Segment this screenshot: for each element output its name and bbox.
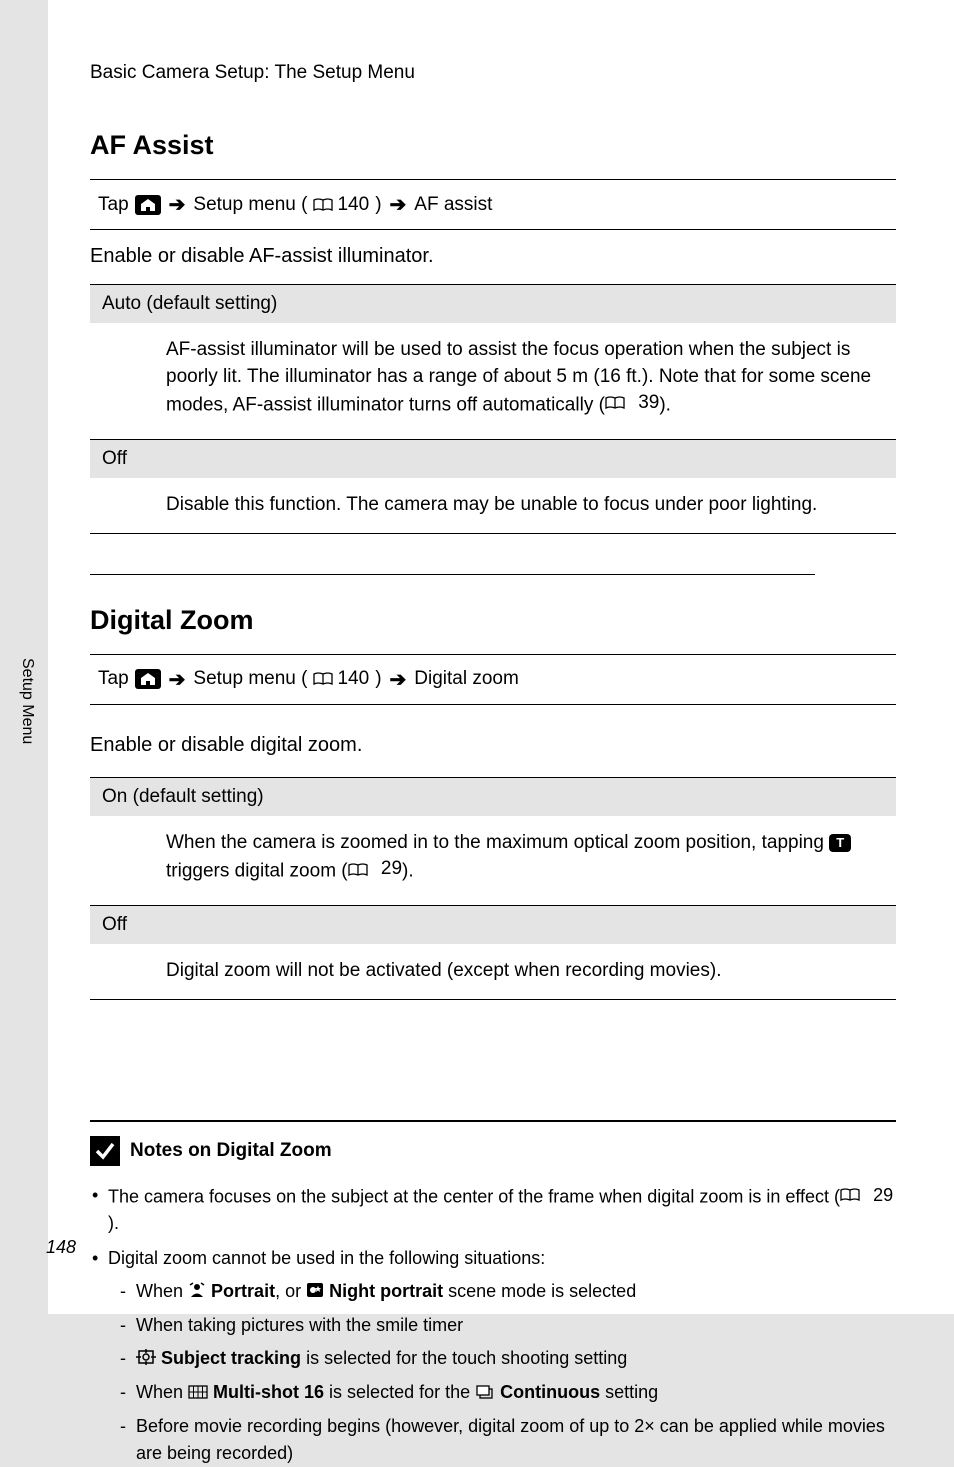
- night-portrait-icon: [306, 1279, 324, 1306]
- option-text: Disable this function. The camera may be…: [166, 494, 817, 515]
- option-header: Off: [90, 439, 896, 478]
- book-ref-icon: 39: [605, 390, 659, 417]
- notes-list: The camera focuses on the subject at the…: [90, 1182, 896, 1467]
- book-ref-icon: 140: [313, 194, 369, 216]
- option-text: When the camera is zoomed in to the maxi…: [166, 832, 829, 853]
- option-body: Digital zoom will not be activated (exce…: [90, 944, 896, 1000]
- nav-ref1: 140: [337, 668, 369, 690]
- home-icon: [135, 669, 161, 689]
- nav-step1: Setup menu (: [193, 194, 307, 216]
- sub-bold1: Multi-shot 16: [213, 1382, 324, 1402]
- check-icon: [90, 1136, 120, 1166]
- nav-path-zoom: Tap ➔ Setup menu ( 140) ➔ Digital zoom: [90, 654, 896, 705]
- note-text-b: ).: [108, 1213, 119, 1233]
- subject-tracking-icon: [136, 1346, 156, 1373]
- option-text: Digital zoom will not be activated (exce…: [166, 960, 721, 981]
- book-ref-icon: 140: [313, 668, 369, 690]
- arrow-icon: ➔: [388, 192, 409, 217]
- multishot-icon: [188, 1380, 208, 1407]
- option-body: Disable this function. The camera may be…: [90, 478, 896, 534]
- nav-path-af: Tap ➔ Setup menu ( 140) ➔ AF assist: [90, 179, 896, 230]
- page-body: Basic Camera Setup: The Setup Menu AF As…: [48, 0, 954, 1314]
- option-text-b: ).: [402, 861, 414, 882]
- arrow-icon: ➔: [167, 667, 188, 692]
- nav-prefix: Tap: [98, 194, 129, 216]
- side-tab-label: Setup Menu: [18, 658, 36, 744]
- sub-item: When taking pictures with the smile time…: [108, 1312, 896, 1339]
- sub-pre: Before movie recording begins (however, …: [136, 1416, 885, 1463]
- continuous-icon: [475, 1380, 495, 1407]
- sub-post: setting: [600, 1382, 658, 1402]
- section-title-af: AF Assist: [90, 130, 896, 161]
- option-ref: 29: [381, 856, 402, 883]
- book-ref-icon: 29: [348, 856, 402, 883]
- section-title-zoom: Digital Zoom: [90, 605, 896, 636]
- sub-bold2: Continuous: [500, 1382, 600, 1402]
- nav-step1-suffix: ): [375, 668, 381, 690]
- sub-post: is selected for the touch shooting setti…: [301, 1348, 627, 1368]
- sub-item: Before movie recording begins (however, …: [108, 1413, 896, 1467]
- option-body: AF-assist illuminator will be used to as…: [90, 323, 896, 439]
- sub-item: When Multi-shot 16 is selected for the C…: [108, 1379, 896, 1407]
- portrait-icon: [188, 1279, 206, 1306]
- sub-bold1: Portrait: [211, 1281, 275, 1301]
- option-text: AF-assist illuminator will be used to as…: [166, 339, 871, 415]
- section-divider: [90, 574, 815, 575]
- nav-step1-suffix: ): [375, 194, 381, 216]
- option-ref: 39: [638, 390, 659, 417]
- book-ref-icon: 29: [840, 1182, 893, 1209]
- sub-mid: , or: [275, 1281, 306, 1301]
- nav-target: Digital zoom: [414, 668, 519, 690]
- page-header: Basic Camera Setup: The Setup Menu: [90, 62, 896, 84]
- sub-pre: When: [136, 1281, 188, 1301]
- arrow-icon: ➔: [167, 192, 188, 217]
- option-text-mid: triggers digital zoom (: [166, 861, 348, 882]
- section-intro-af: Enable or disable AF-assist illuminator.: [90, 242, 896, 270]
- option-text-b: ).: [659, 394, 671, 415]
- page-number: 148: [46, 1237, 76, 1258]
- sub-item: When Portrait, or Night portrait scene m…: [108, 1278, 896, 1306]
- note-ref: 29: [873, 1182, 893, 1209]
- sub-post: scene mode is selected: [443, 1281, 636, 1301]
- section-intro-zoom: Enable or disable digital zoom.: [90, 731, 896, 759]
- note-text-a: Digital zoom cannot be used in the follo…: [108, 1248, 545, 1268]
- sub-pre: When taking pictures with the smile time…: [136, 1315, 463, 1335]
- notes-title-row: Notes on Digital Zoom: [90, 1136, 896, 1166]
- notes-title: Notes on Digital Zoom: [130, 1140, 332, 1162]
- option-header: Auto (default setting): [90, 284, 896, 323]
- nav-ref1: 140: [337, 194, 369, 216]
- nav-target: AF assist: [414, 194, 492, 216]
- nav-step1: Setup menu (: [193, 668, 307, 690]
- sub-item: Subject tracking is selected for the tou…: [108, 1345, 896, 1373]
- notes-block: Notes on Digital Zoom The camera focuses…: [90, 1120, 896, 1467]
- sub-bold2: Night portrait: [329, 1281, 443, 1301]
- notes-sublist: When Portrait, or Night portrait scene m…: [108, 1278, 896, 1466]
- sub-mid: is selected for the: [324, 1382, 475, 1402]
- option-body: When the camera is zoomed in to the maxi…: [90, 816, 896, 905]
- t-zoom-icon: T: [829, 834, 851, 852]
- home-icon: [135, 195, 161, 215]
- nav-prefix: Tap: [98, 668, 129, 690]
- notes-item: Digital zoom cannot be used in the follo…: [90, 1245, 896, 1466]
- notes-item: The camera focuses on the subject at the…: [90, 1182, 896, 1238]
- sub-pre: When: [136, 1382, 188, 1402]
- option-header: On (default setting): [90, 777, 896, 816]
- option-header: Off: [90, 905, 896, 944]
- sub-bold1: Subject tracking: [161, 1348, 301, 1368]
- arrow-icon: ➔: [388, 667, 409, 692]
- note-text-a: The camera focuses on the subject at the…: [108, 1186, 840, 1206]
